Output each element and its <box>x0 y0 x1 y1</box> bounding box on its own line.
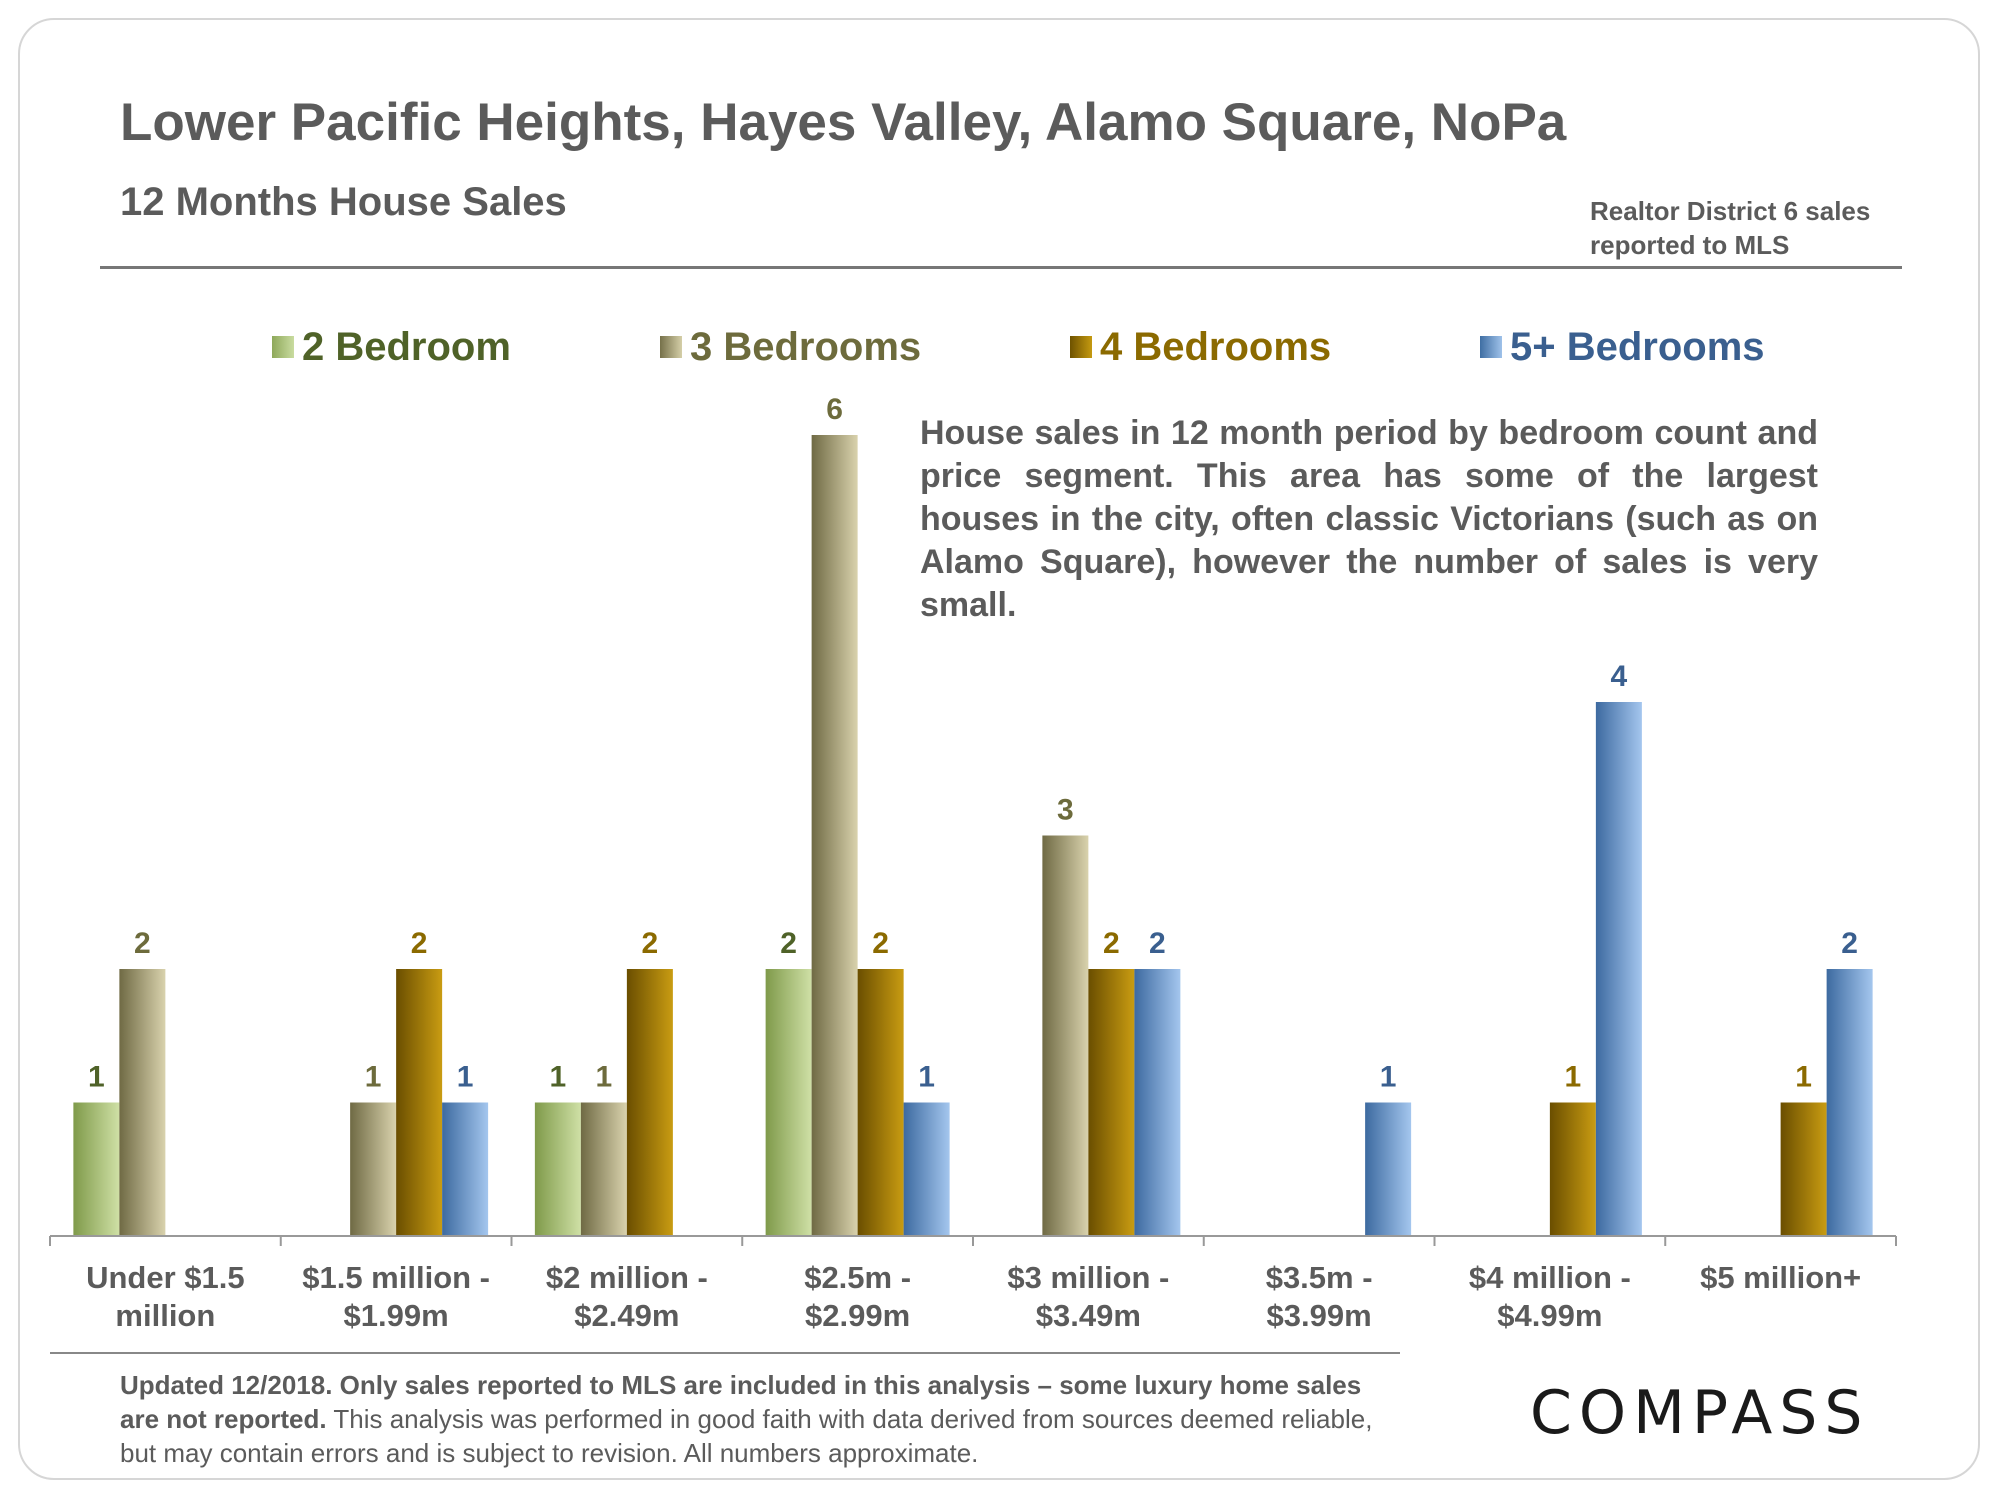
bar-4br-cat-4 <box>1088 969 1135 1236</box>
legend-item-4-bedrooms: 4 Bedrooms <box>1070 322 1331 372</box>
data-label-2br-cat-3: 2 <box>780 927 797 960</box>
legend-swatch-3-bedrooms <box>660 336 682 358</box>
x-tick-label-2-line-1: $2.49m <box>574 1298 679 1333</box>
x-tick-label-2-line-0: $2 million - <box>546 1260 708 1295</box>
legend-label-4-bedrooms: 4 Bedrooms <box>1100 324 1332 369</box>
footer-divider <box>50 1352 1400 1354</box>
data-label-4br-cat-6: 1 <box>1565 1061 1582 1094</box>
x-tick-label-3-line-1: $2.99m <box>805 1298 910 1333</box>
data-label-3br-cat-0: 2 <box>134 927 151 960</box>
data-label-2br-cat-2: 1 <box>550 1061 567 1094</box>
x-tick-label-6-line-1: $4.99m <box>1497 1298 1602 1333</box>
x-tick-label-5-line-1: $3.99m <box>1267 1298 1372 1333</box>
x-tick-label-0-line-0: Under $1.5 <box>86 1260 245 1295</box>
legend-item-3-bedrooms: 3 Bedrooms <box>660 322 921 372</box>
bar-3br-cat-0 <box>119 969 166 1236</box>
source-line-2: reported to MLS <box>1590 230 1790 260</box>
legend-label-3-bedrooms: 3 Bedrooms <box>690 324 922 369</box>
data-label-4br-cat-3: 2 <box>872 927 889 960</box>
data-label-5br-cat-5: 1 <box>1380 1061 1397 1094</box>
data-label-4br-cat-7: 1 <box>1795 1061 1812 1094</box>
bar-4br-cat-2 <box>626 969 673 1236</box>
source-note: Realtor District 6 sales reported to MLS <box>1590 194 1870 262</box>
data-label-4br-cat-2: 2 <box>642 927 659 960</box>
data-label-4br-cat-4: 2 <box>1103 927 1120 960</box>
bar-4br-cat-1 <box>396 969 443 1236</box>
bar-2br-cat-0 <box>73 1102 120 1236</box>
legend-swatch-4-bedrooms <box>1070 336 1092 358</box>
bar-3br-cat-2 <box>580 1102 627 1236</box>
legend-swatch-5-bedrooms <box>1480 336 1502 358</box>
data-label-3br-cat-4: 3 <box>1057 794 1074 827</box>
data-label-3br-cat-2: 1 <box>596 1061 613 1094</box>
data-label-3br-cat-3: 6 <box>826 393 843 426</box>
x-tick-label-7-line-0: $5 million+ <box>1700 1260 1861 1295</box>
legend-item-2-bedroom: 2 Bedroom <box>272 322 511 372</box>
x-tick-label-4-line-1: $3.49m <box>1036 1298 1141 1333</box>
bar-5br-cat-1 <box>442 1102 489 1236</box>
data-label-5br-cat-6: 4 <box>1611 660 1628 693</box>
data-label-5br-cat-3: 1 <box>918 1061 935 1094</box>
footer-disclaimer: Updated 12/2018. Only sales reported to … <box>120 1368 1400 1470</box>
data-label-5br-cat-7: 2 <box>1841 927 1858 960</box>
x-tick-label-6-line-0: $4 million - <box>1469 1260 1631 1295</box>
page-subtitle: 12 Months House Sales <box>120 180 567 224</box>
bar-5br-cat-7 <box>1826 969 1873 1236</box>
bar-3br-cat-1 <box>350 1102 397 1236</box>
bar-5br-cat-4 <box>1134 969 1181 1236</box>
bar-4br-cat-6 <box>1549 1102 1596 1236</box>
legend-label-5-bedrooms: 5+ Bedrooms <box>1510 324 1765 369</box>
footer-regular-text: This analysis was performed in good fait… <box>120 1404 1373 1468</box>
compass-logo: COMPASS <box>1530 1378 1870 1448</box>
data-label-3br-cat-1: 1 <box>365 1061 382 1094</box>
data-label-4br-cat-1: 2 <box>411 927 428 960</box>
bar-5br-cat-5 <box>1365 1102 1412 1236</box>
x-tick-label-1-line-0: $1.5 million - <box>302 1260 490 1295</box>
bar-4br-cat-3 <box>857 969 904 1236</box>
chart-annotation: House sales in 12 month period by bedroo… <box>920 414 1818 624</box>
page-title: Lower Pacific Heights, Hayes Valley, Ala… <box>120 93 1567 152</box>
legend-item-5-bedrooms: 5+ Bedrooms <box>1480 322 1765 372</box>
bar-2br-cat-3 <box>765 969 812 1236</box>
data-label-5br-cat-4: 2 <box>1149 927 1166 960</box>
bar-5br-cat-3 <box>903 1102 950 1236</box>
source-line-1: Realtor District 6 sales <box>1590 196 1871 226</box>
footer-bold-text: Updated 12/2018. Only sales reported to … <box>120 1370 1362 1434</box>
bar-3br-cat-3 <box>811 435 858 1236</box>
legend-label-2-bedroom: 2 Bedroom <box>302 324 511 369</box>
x-tick-label-5-line-0: $3.5m - <box>1266 1260 1373 1295</box>
bar-4br-cat-7 <box>1780 1102 1827 1236</box>
legend-swatch-2-bedroom <box>272 336 294 358</box>
x-tick-label-1-line-1: $1.99m <box>344 1298 449 1333</box>
bar-2br-cat-2 <box>534 1102 581 1236</box>
data-label-5br-cat-1: 1 <box>457 1061 474 1094</box>
header-divider <box>100 266 1902 269</box>
x-tick-label-0-line-1: million <box>115 1298 215 1333</box>
x-tick-label-3-line-0: $2.5m - <box>804 1260 911 1295</box>
x-tick-label-4-line-0: $3 million - <box>1007 1260 1169 1295</box>
bar-5br-cat-6 <box>1595 702 1642 1236</box>
data-label-2br-cat-0: 1 <box>88 1061 105 1094</box>
bar-3br-cat-4 <box>1042 835 1089 1236</box>
